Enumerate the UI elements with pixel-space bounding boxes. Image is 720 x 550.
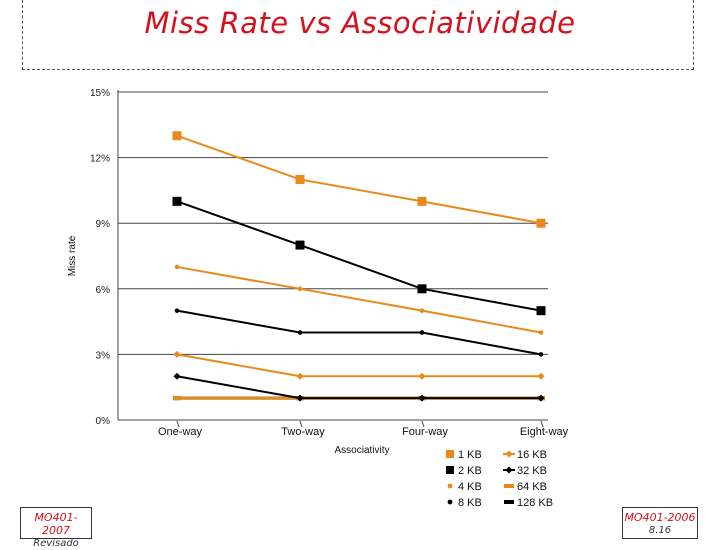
legend-swatch — [505, 450, 513, 458]
data-point — [536, 218, 546, 228]
y-tick-label: 12% — [90, 154, 110, 165]
x-tick-label: Eight-way — [520, 426, 569, 438]
x-tick — [299, 420, 303, 428]
data-point — [418, 394, 426, 402]
legend-entry: 32 KB — [503, 465, 547, 477]
data-point — [538, 330, 544, 335]
data-point — [419, 330, 425, 335]
data-point — [536, 306, 546, 316]
data-point — [172, 196, 182, 206]
footer-right-line2: 8.16 — [648, 525, 672, 536]
legend-entry: 4 KB — [447, 481, 482, 493]
legend-swatch — [447, 499, 453, 505]
data-point — [296, 372, 304, 380]
legend-swatch — [447, 483, 453, 489]
y-tick-label: 3% — [96, 350, 111, 361]
legend-entry: 2 KB — [446, 465, 482, 477]
series-4kb — [174, 264, 544, 335]
legend-label: 32 KB — [517, 465, 547, 477]
series-32kb — [173, 372, 545, 402]
y-tick-label: 15% — [90, 88, 110, 99]
x-tick — [176, 420, 180, 428]
legend-entry: 128 KB — [504, 497, 553, 509]
legend-swatch — [504, 500, 514, 504]
x-tick-label: Two-way — [281, 426, 325, 438]
x-tick-label: One-way — [158, 426, 203, 438]
legend-label: 64 KB — [517, 481, 547, 493]
footer-left-line2: Revisado — [33, 538, 79, 549]
series-line — [176, 134, 542, 225]
data-point — [537, 394, 545, 402]
data-point — [172, 131, 182, 141]
data-point — [417, 284, 427, 294]
data-point — [297, 286, 303, 292]
series-2kb — [172, 196, 546, 316]
footer-slide-note: MO401-2006 8.16 — [622, 507, 698, 539]
data-point — [173, 396, 181, 401]
data-point — [173, 372, 181, 380]
series-line — [176, 200, 542, 312]
series-16kb — [173, 350, 545, 380]
series-lines — [172, 131, 546, 402]
x-tick — [421, 420, 425, 428]
y-tick-label: 9% — [96, 219, 111, 230]
data-point — [297, 330, 303, 335]
data-point — [538, 352, 544, 357]
title-frame — [22, 0, 694, 70]
series-8kb — [174, 308, 544, 357]
grid-lines — [118, 91, 548, 355]
legend: 1 KB 2 KB 4 KB 8 KB 16 KB 32 KB 64 KB 128 KB — [446, 449, 553, 509]
legend-entry: 1 KB — [446, 449, 482, 461]
series-line — [176, 265, 542, 334]
series-line — [176, 375, 541, 400]
legend-swatch — [504, 484, 514, 488]
legend-entry: 8 KB — [447, 497, 482, 509]
y-tick-label: 6% — [96, 285, 111, 296]
footer-right-line1: MO401-2006 — [624, 511, 696, 524]
data-point — [418, 372, 426, 380]
data-point — [174, 264, 180, 270]
y-axis-title: Miss rate — [67, 235, 78, 276]
data-point — [537, 372, 545, 380]
legend-entry: 64 KB — [504, 481, 547, 493]
data-point — [295, 240, 305, 250]
legend-swatch — [446, 466, 454, 474]
footer-left-line1: MO401-2007 — [34, 511, 78, 537]
series-line — [176, 309, 542, 356]
legend-label: 16 KB — [517, 449, 547, 461]
legend-swatch — [446, 450, 454, 458]
legend-label: 4 KB — [458, 481, 482, 493]
x-axis-title: Associativity — [334, 445, 389, 456]
x-tick-label: Four-way — [402, 426, 448, 438]
data-point — [417, 196, 427, 206]
data-point — [174, 308, 180, 313]
footer-course-note: MO401-2007 Revisado — [20, 507, 92, 549]
legend-label: 2 KB — [458, 465, 482, 477]
legend-label: 128 KB — [517, 497, 553, 509]
y-tick-label: 0% — [96, 416, 111, 427]
data-point — [419, 308, 425, 313]
data-point — [295, 174, 305, 184]
page-title: Miss Rate vs Associatividade — [144, 6, 576, 40]
legend-label: 1 KB — [458, 449, 482, 461]
series-line — [176, 353, 541, 378]
series-1kb — [172, 131, 546, 228]
data-point — [173, 350, 181, 358]
axes: 0% 3% 6% 9% 12% 15% One-way Two-way Four-way Eigh… — [67, 88, 569, 456]
legend-label: 8 KB — [458, 497, 482, 509]
legend-entry: 16 KB — [503, 449, 547, 461]
data-point — [296, 394, 304, 402]
legend-swatch — [505, 466, 513, 474]
x-tick — [540, 420, 544, 428]
